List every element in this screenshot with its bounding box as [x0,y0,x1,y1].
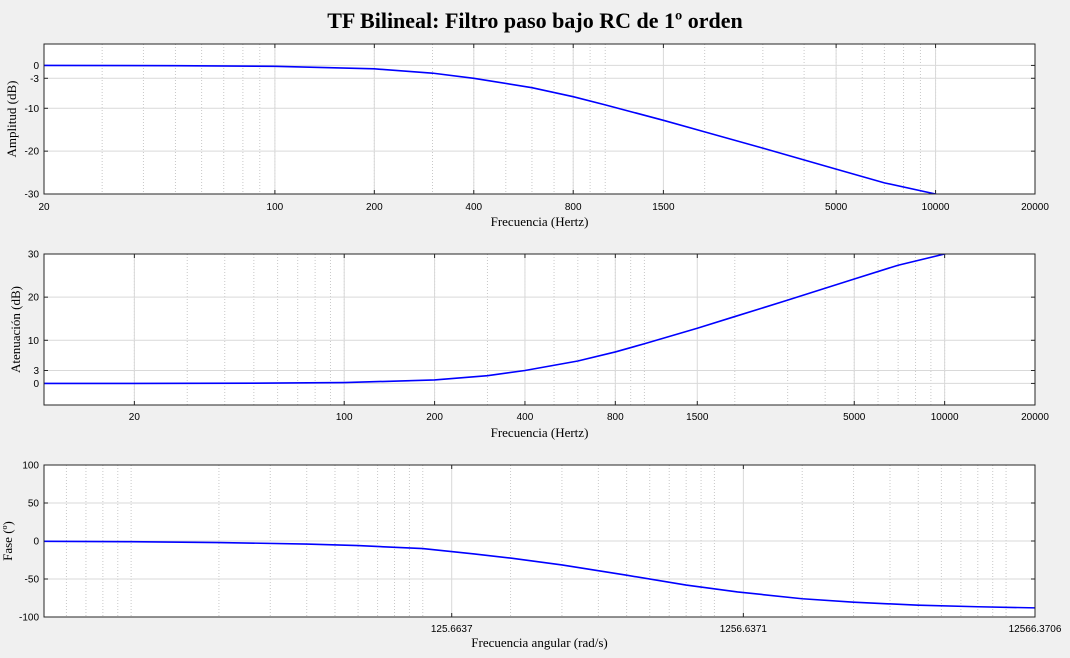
amplitude-plot: 20 100 200 400 800 1500 5000 10000 20000-30-20-1… [4,43,1049,229]
attenuation-x-tick-label: 100 [336,412,353,423]
attenuation-y-tick-label: 3 [33,366,39,377]
figure-title: TF Bilineal: Filtro paso bajo RC de 1º o… [327,8,743,33]
attenuation-series-line [44,254,948,385]
phase-axes-frame [43,464,1036,618]
amplitude-y-axis-label: Amplitud (dB) [4,81,19,158]
amplitude-x-tick-label: 400 [465,202,482,213]
phase-series-line [44,540,1035,609]
phase-y-tick-label: 50 [28,499,40,510]
attenuation-x-tick-label: 20000 [1021,412,1049,423]
amplitude-x-tick-label: 200 [366,202,383,213]
phase-x-tick-label: 12566.3706 [1009,624,1062,635]
amplitude-x-tick-label: 20 [38,202,50,213]
phase-x-tick-label: 125.6637 [431,624,473,635]
phase-y-tick-label: -100 [19,613,39,624]
amplitude-x-tick-label: 100 [267,202,284,213]
amplitude-x-tick-label: 5000 [825,202,848,213]
amplitude-y-tick-label: -30 [25,190,40,201]
attenuation-y-tick-label: 20 [28,293,40,304]
amplitude-x-tick-label: 800 [565,202,582,213]
attenuation-plot: 20 100 200 400 800 1500 5000 10000 20000 0 3 10 20 30… [8,250,1049,441]
attenuation-x-tick-label: 200 [426,412,443,423]
amplitude-axes-background [44,44,1035,194]
amplitude-x-tick-label: 10000 [922,202,950,213]
attenuation-axes-background [44,254,1035,405]
phase-y-tick-label: -50 [25,575,40,586]
attenuation-x-tick-label: 20 [129,412,141,423]
attenuation-y-axis-label: Atenuación (dB) [8,286,23,373]
phase-x-axis-label: Frecuencia angular (rad/s) [471,635,607,650]
attenuation-x-tick-label: 1500 [686,412,709,423]
amplitude-y-tick-label: -3 [30,74,39,85]
attenuation-axes-frame [43,253,1036,406]
attenuation-x-tick-label: 800 [607,412,624,423]
attenuation-x-axis-label: Frecuencia (Hertz) [491,425,589,440]
phase-x-tick-label: 1256.6371 [720,624,768,635]
phase-y-tick-label: 100 [22,461,39,472]
attenuation-x-tick-label: 400 [517,412,534,423]
attenuation-x-tick-label: 5000 [843,412,866,423]
attenuation-y-tick-label: 0 [33,379,39,390]
amplitude-y-tick-label: 0 [33,61,39,72]
amplitude-x-axis-label: Frecuencia (Hertz) [491,214,589,229]
phase-y-tick-label: 0 [33,537,39,548]
amplitude-x-tick-label: 1500 [652,202,675,213]
amplitude-y-tick-label: -10 [25,104,40,115]
amplitude-x-tick-label: 20000 [1021,202,1049,213]
phase-plot: 125.6637 1256.6371 12566.3706 -100 -50 0 50 100… [0,461,1062,651]
amplitude-series-line [44,64,939,194]
amplitude-axes-frame [43,43,1036,195]
attenuation-x-tick-label: 10000 [931,412,959,423]
amplitude-y-tick-label: -20 [25,147,40,158]
attenuation-y-tick-label: 30 [28,250,40,261]
attenuation-y-tick-label: 10 [28,336,40,347]
phase-y-axis-label: Fase (º) [0,521,15,561]
